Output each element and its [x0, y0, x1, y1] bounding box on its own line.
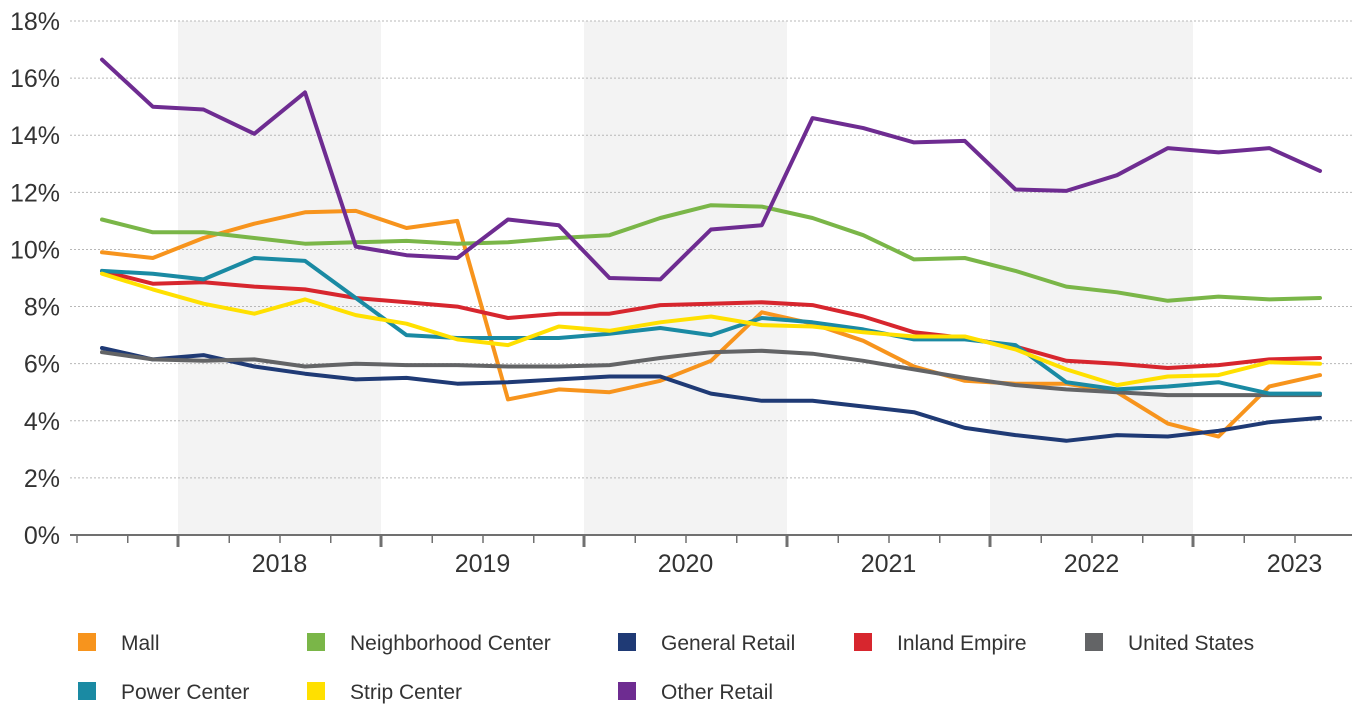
legend-label-power-center: Power Center — [121, 681, 249, 704]
x-tick-label: 2023 — [1267, 550, 1323, 578]
legend-label-inland-empire: Inland Empire — [897, 632, 1027, 655]
x-tick-label: 2020 — [658, 550, 714, 578]
x-tick-label: 2019 — [455, 550, 511, 578]
legend-label-strip-center: Strip Center — [350, 681, 462, 704]
y-tick-label: 2% — [24, 465, 60, 493]
series-line-neighborhood-center — [100, 203, 1322, 303]
legend-label-other-retail: Other Retail — [661, 681, 773, 704]
legend-swatch-general-retail — [618, 633, 636, 651]
y-tick-label: 12% — [10, 179, 60, 207]
series-line-strip-center — [100, 271, 1322, 388]
legend-swatch-other-retail — [618, 682, 636, 700]
x-tick-label: 2021 — [861, 550, 917, 578]
legend-label-united-states: United States — [1128, 632, 1254, 655]
y-tick-label: 10% — [10, 236, 60, 264]
x-axis-tick-labels: 2018 2019 2020 2021 2022 2023 — [252, 550, 1323, 578]
legend-swatch-mall — [78, 633, 96, 651]
legend: Mall Neighborhood Center General Retail Inl… — [78, 632, 1254, 704]
series-line-inland-empire — [100, 268, 1322, 370]
x-tick-label: 2018 — [252, 550, 308, 578]
y-axis-tick-labels: 0% 2% 4% 6% 8% 10% 12% 14% 16% 18% — [10, 8, 60, 550]
shaded-year-bands — [178, 21, 1193, 535]
legend-swatch-power-center — [78, 682, 96, 700]
legend-label-mall: Mall — [121, 632, 160, 655]
legend-label-neighborhood-center: Neighborhood Center — [350, 632, 551, 655]
x-axis — [70, 534, 1352, 547]
series-line-united-states — [100, 348, 1322, 398]
legend-label-general-retail: General Retail — [661, 632, 795, 655]
series-line-power-center — [100, 256, 1322, 396]
legend-swatch-united-states — [1085, 633, 1103, 651]
y-tick-label: 8% — [24, 294, 60, 322]
y-tick-label: 0% — [24, 522, 60, 550]
y-tick-label: 16% — [10, 65, 60, 93]
y-tick-label: 18% — [10, 8, 60, 36]
x-tick-label: 2022 — [1064, 550, 1120, 578]
series-line-other-retail — [100, 57, 1322, 282]
y-tick-label: 6% — [24, 351, 60, 379]
series-line-general-retail — [100, 346, 1322, 443]
y-tick-label: 4% — [24, 408, 60, 436]
y-tick-label: 14% — [10, 122, 60, 150]
series-lines — [100, 57, 1322, 443]
legend-swatch-inland-empire — [854, 633, 872, 651]
legend-swatch-strip-center — [307, 682, 325, 700]
legend-swatch-neighborhood-center — [307, 633, 325, 651]
shaded-band-2022 — [990, 21, 1193, 535]
